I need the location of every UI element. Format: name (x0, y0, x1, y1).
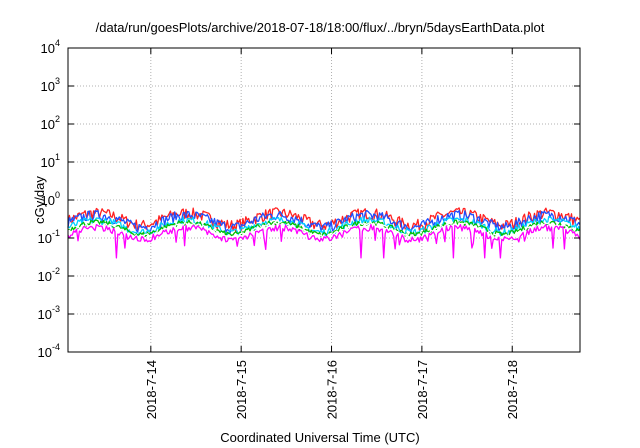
y-axis-label: cGy/day (32, 176, 47, 224)
x-tick-label: 2018-7-14 (144, 360, 159, 419)
series-layer (67, 207, 581, 259)
y-tick-label: 10-2 (38, 266, 60, 284)
x-axis-label: Coordinated Universal Time (UTC) (220, 430, 420, 445)
series-line (67, 216, 581, 237)
y-tick-label: 102 (41, 114, 60, 132)
series-line (67, 223, 581, 259)
series-line (67, 219, 581, 238)
x-tick-label: 2018-7-15 (234, 360, 249, 419)
series-line (67, 209, 581, 234)
x-tick-label: 2018-7-17 (415, 360, 430, 419)
grid-layer (68, 48, 580, 352)
x-tick-layer: 2018-7-14 2018-7-15 2018-7-16 2018-7-17 2018… (144, 48, 520, 419)
x-tick-label: 2018-7-16 (325, 360, 340, 419)
y-tick-label: 103 (41, 76, 60, 94)
chart-title: /data/run/goesPlots/archive/2018-07-18/1… (95, 20, 545, 35)
y-tick-label: 10-3 (38, 304, 60, 322)
x-tick-label: 2018-7-18 (505, 360, 520, 419)
y-tick-label: 104 (41, 38, 60, 56)
y-tick-label: 10-4 (38, 342, 60, 360)
series-line (67, 207, 581, 233)
